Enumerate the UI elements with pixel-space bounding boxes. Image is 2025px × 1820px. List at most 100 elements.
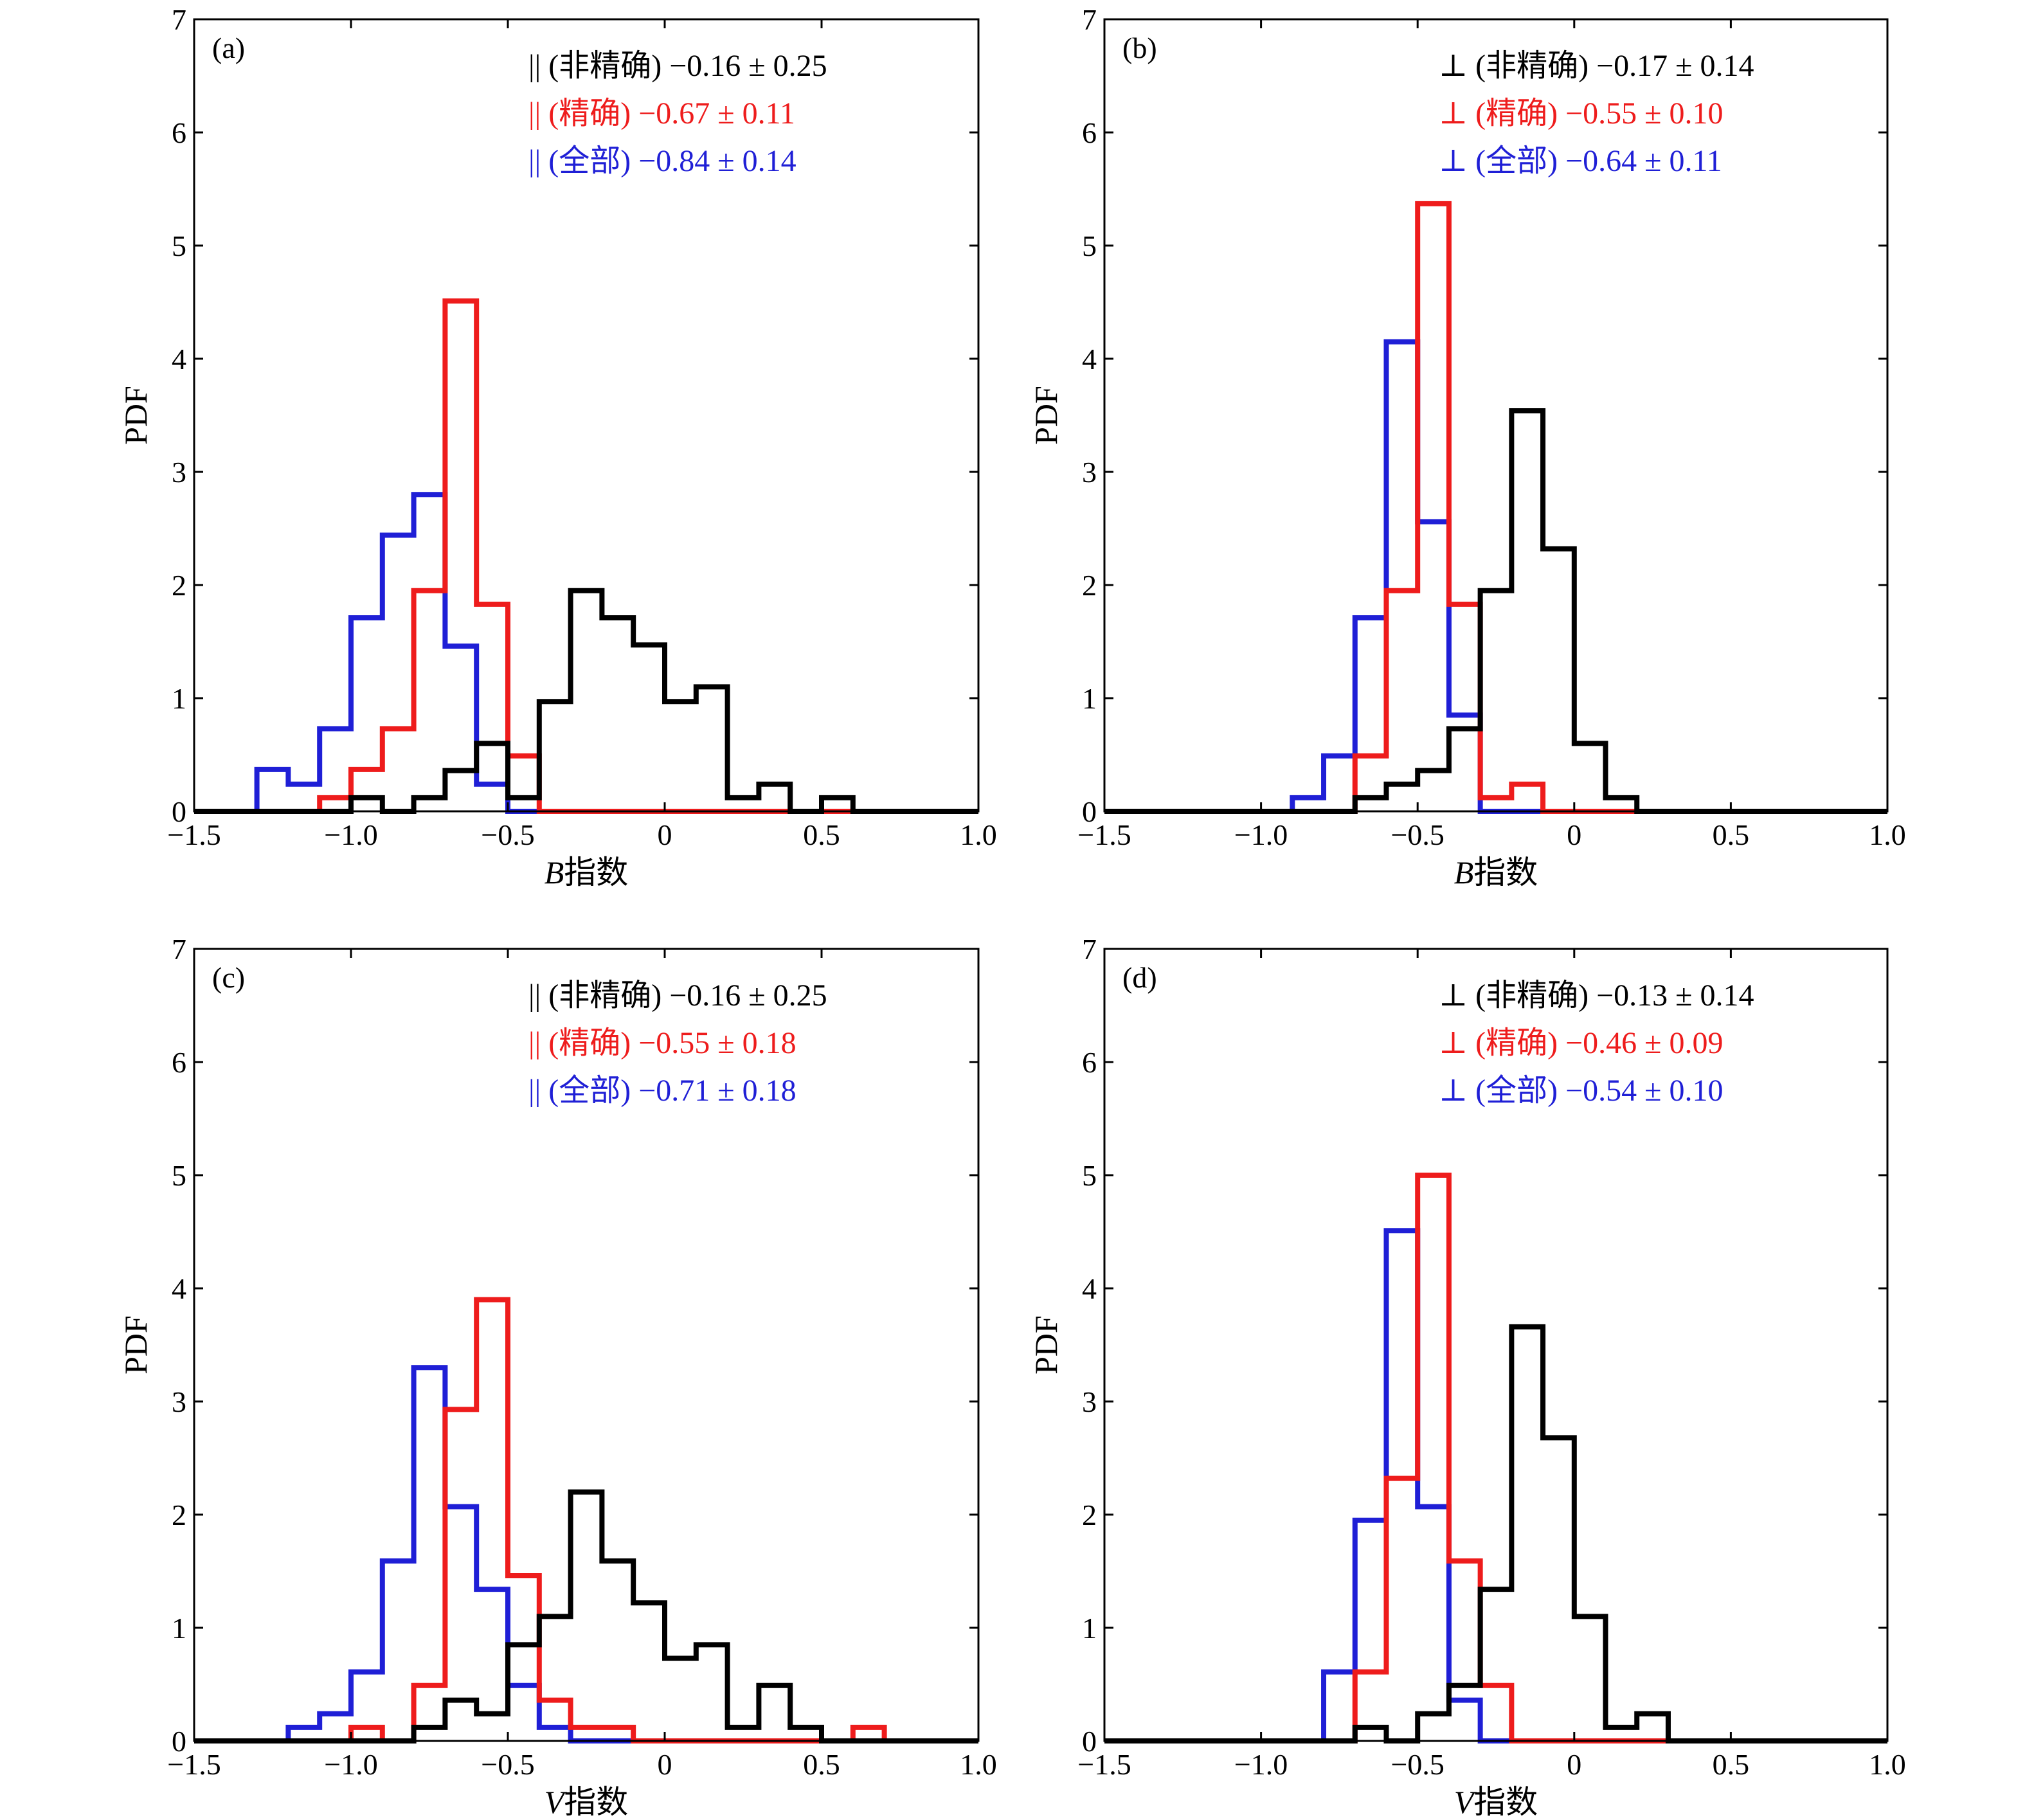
histogram-series-precise: [1104, 1173, 1887, 1743]
y-tick-label: 1: [172, 682, 186, 715]
chart-panel: −1.5 −1.0 −0.5 0 0.5 1.0 0 1 2 3 4 5 6 7 V指数 PDF (d) ⊥ (非…: [1028, 933, 1906, 1820]
y-tick-label: 3: [172, 1385, 186, 1418]
x-tick-label: −1.5: [1077, 818, 1131, 851]
x-axis-label-symbol: V: [1454, 1784, 1477, 1820]
x-tick-label: −1.0: [1234, 1748, 1288, 1781]
x-tick-label: 0.5: [803, 818, 840, 851]
y-tick-label: 4: [172, 343, 186, 375]
x-tick-label: 1.0: [960, 818, 997, 851]
y-tick-label: 1: [1082, 1612, 1097, 1644]
legend-entry-non-precise: ⊥ (非精确) −0.17 ± 0.14: [1439, 49, 1754, 83]
x-tick-label: 0: [1567, 1748, 1581, 1781]
y-tick-label: 5: [172, 1159, 186, 1192]
x-axis-label: V指数: [1454, 1784, 1538, 1820]
x-axis-label-symbol: B: [1454, 854, 1474, 890]
x-tick-label: 0.5: [803, 1748, 840, 1781]
panel-tag: (b): [1122, 32, 1157, 64]
legend-entry-all: ⊥ (全部) −0.54 ± 0.10: [1439, 1074, 1724, 1108]
x-tick-label: 0.5: [1713, 818, 1750, 851]
legend-entry-all: || (全部) −0.71 ± 0.18: [528, 1074, 797, 1108]
x-tick-label: 1.0: [1869, 1748, 1906, 1781]
x-tick-label: 1.0: [1869, 818, 1906, 851]
y-tick-label: 2: [1082, 569, 1097, 602]
y-tick-label: 2: [1082, 1499, 1097, 1531]
y-tick-label: 4: [1082, 1272, 1097, 1305]
histogram-series-all: [1104, 339, 1887, 814]
y-tick-label: 0: [1082, 795, 1097, 828]
x-axis-label: B指数: [1454, 854, 1538, 890]
legend-entry-non-precise: ⊥ (非精确) −0.13 ± 0.14: [1439, 978, 1754, 1013]
histogram-series-non-precise: [1104, 1324, 1887, 1743]
legend-entry-non-precise: || (非精确) −0.16 ± 0.25: [528, 978, 827, 1013]
x-tick-label: −0.5: [481, 818, 534, 851]
y-tick-label: 6: [172, 116, 186, 149]
y-tick-label: 1: [172, 1612, 186, 1644]
x-tick-label: 0: [658, 818, 672, 851]
histogram-series-non-precise: [1104, 408, 1887, 814]
x-tick-label: −1.0: [324, 818, 377, 851]
x-axis-label-text: 指数: [1473, 1784, 1538, 1820]
y-tick-label: 4: [1082, 343, 1097, 375]
y-tick-label: 0: [172, 795, 186, 828]
x-axis-label: B指数: [544, 854, 629, 890]
y-tick-label: 1: [1082, 682, 1097, 715]
x-tick-label: 0: [658, 1748, 672, 1781]
histogram-series-non-precise: [194, 588, 978, 814]
x-tick-label: 1.0: [960, 1748, 997, 1781]
y-tick-label: 5: [1082, 230, 1097, 262]
x-axis-label-text: 指数: [1473, 854, 1538, 890]
y-axis-label: PDF: [1028, 1315, 1064, 1374]
x-axis-label-symbol: V: [544, 1784, 568, 1820]
x-tick-label: −1.0: [1234, 818, 1288, 851]
legend-entry-non-precise: || (非精确) −0.16 ± 0.25: [528, 49, 827, 83]
histogram-series-all: [1104, 1228, 1887, 1743]
legend-entry-precise: ⊥ (精确) −0.46 ± 0.09: [1439, 1026, 1724, 1060]
y-tick-label: 0: [1082, 1725, 1097, 1758]
x-tick-label: −1.5: [1077, 1748, 1131, 1781]
y-axis-label: PDF: [118, 386, 154, 445]
y-tick-label: 5: [1082, 1159, 1097, 1192]
histogram-series-precise: [1104, 201, 1887, 814]
legend-entry-precise: || (精确) −0.55 ± 0.18: [528, 1026, 797, 1060]
y-tick-label: 2: [172, 1499, 186, 1531]
y-tick-label: 2: [172, 569, 186, 602]
y-tick-label: 7: [1082, 933, 1097, 966]
x-axis-label: V指数: [544, 1784, 629, 1820]
histogram-series-all: [194, 492, 978, 814]
legend-entry-precise: || (精确) −0.67 ± 0.11: [528, 96, 795, 131]
y-tick-label: 3: [1082, 1385, 1097, 1418]
y-tick-label: 7: [1082, 3, 1097, 36]
plot-frame: [1103, 948, 1889, 1742]
y-tick-label: 6: [1082, 1046, 1097, 1079]
x-tick-label: 0: [1567, 818, 1581, 851]
y-tick-label: 3: [1082, 456, 1097, 489]
histogram-series-non-precise: [194, 1489, 978, 1743]
y-tick-label: 5: [172, 230, 186, 262]
chart-panel: −1.5 −1.0 −0.5 0 0.5 1.0 0 1 2 3 4 5 6 7 B指数 PDF (b) ⊥ (非…: [1028, 3, 1906, 890]
x-tick-label: −1.5: [167, 1748, 221, 1781]
x-tick-label: −0.5: [1390, 818, 1444, 851]
y-axis-label: PDF: [1028, 386, 1064, 445]
y-tick-label: 7: [172, 3, 186, 36]
x-axis-label-text: 指数: [564, 1784, 628, 1820]
panel-tag: (c): [212, 961, 245, 994]
histogram-series-precise: [194, 298, 978, 814]
legend-entry-precise: ⊥ (精确) −0.55 ± 0.10: [1439, 96, 1724, 131]
x-tick-label: −1.5: [167, 818, 221, 851]
chart-panel: −1.5 −1.0 −0.5 0 0.5 1.0 0 1 2 3 4 5 6 7 V指数 PDF (c) || (…: [118, 933, 997, 1820]
plot-frame: [1103, 18, 1889, 813]
x-axis-label-symbol: B: [544, 854, 564, 890]
histogram-series-all: [194, 1365, 978, 1743]
y-tick-label: 6: [1082, 116, 1097, 149]
chart-panel: −1.5 −1.0 −0.5 0 0.5 1.0 0 1 2 3 4 5 6 7 B指数 PDF (a) || (…: [118, 3, 997, 890]
panel-tag: (a): [212, 32, 245, 64]
y-tick-label: 0: [172, 1725, 186, 1758]
x-axis-label-text: 指数: [564, 854, 628, 890]
y-tick-label: 7: [172, 933, 186, 966]
x-tick-label: −0.5: [1390, 1748, 1444, 1781]
y-tick-label: 6: [172, 1046, 186, 1079]
plot-frame: [193, 948, 980, 1742]
x-tick-label: −0.5: [481, 1748, 534, 1781]
x-tick-label: 0.5: [1713, 1748, 1750, 1781]
y-axis-label: PDF: [118, 1315, 154, 1374]
